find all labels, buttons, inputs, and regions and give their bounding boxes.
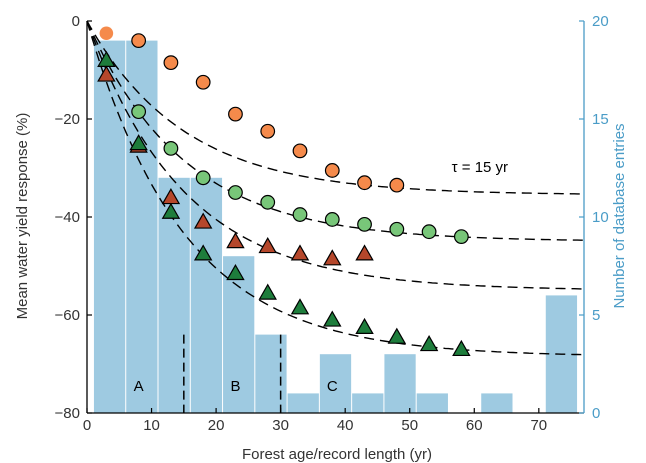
data-point-circle (324, 212, 340, 227)
histogram-bar (287, 393, 319, 413)
histogram-bar (126, 40, 158, 413)
data-point-circle (357, 175, 372, 191)
fit-annotation: τ = 15 yr (452, 159, 508, 176)
y-left-tick-label: −40 (55, 209, 80, 226)
data-point-triangle (97, 65, 116, 82)
y-right-tick-label: 5 (592, 307, 600, 324)
histogram-bar (481, 393, 513, 413)
histogram-bar (384, 354, 416, 413)
data-point-triangle (290, 244, 310, 261)
data-point-triangle (419, 334, 439, 352)
histogram-bar (416, 393, 448, 413)
data-point-circle (260, 123, 276, 139)
x-tick-label: 30 (272, 417, 289, 434)
y-axis-left-title: Mean water yield response (%) (14, 113, 31, 320)
x-tick-label: 70 (530, 417, 547, 434)
data-point-triangle (387, 327, 407, 344)
data-point-circle (421, 224, 437, 240)
x-tick-label: 40 (337, 417, 354, 434)
data-point-circle (324, 163, 340, 178)
data-point-triangle (226, 263, 245, 281)
fit-curve (86, 20, 584, 195)
data-point-triangle (323, 310, 342, 327)
histogram-bars (93, 40, 578, 413)
x-tick-label: 60 (466, 417, 483, 434)
histogram-bar (190, 177, 223, 413)
data-point-circle (163, 140, 179, 156)
histogram-bar (319, 354, 352, 413)
histogram-bar (352, 393, 384, 413)
data-point-triangle (258, 283, 277, 300)
data-point-circle (195, 74, 211, 90)
data-point-triangle (355, 244, 374, 261)
data-point-triangle (97, 50, 116, 67)
y-left-tick-label: −80 (55, 405, 80, 422)
data-point-circle (453, 229, 469, 245)
y-right-tick-label: 15 (592, 111, 609, 128)
y-left-tick-label: −20 (55, 111, 80, 128)
fit-curve (86, 20, 584, 290)
data-point-circle (260, 194, 276, 210)
y-right-tick-label: 20 (592, 13, 609, 30)
data-point-circle (292, 143, 308, 159)
data-point-triangle (323, 249, 342, 266)
histogram-bar (93, 40, 126, 413)
data-point-triangle (290, 298, 310, 315)
data-point-triangle (193, 212, 213, 229)
x-tick-label: 0 (83, 417, 91, 434)
region-labels: A B C (134, 378, 338, 395)
data-point-circle (163, 55, 179, 71)
x-tick-label: 50 (401, 417, 418, 434)
data-point-circle (357, 216, 372, 232)
region-label: C (327, 378, 338, 395)
data-point-triangle (193, 244, 213, 261)
x-tick-label: 20 (208, 417, 225, 434)
histogram-bar (223, 256, 255, 413)
region-label: B (230, 378, 240, 395)
x-tick-label: 10 (143, 417, 160, 434)
y-left-tick-label: −60 (55, 307, 80, 324)
region-label: A (134, 378, 144, 395)
y-left-tick-label: 0 (72, 13, 80, 30)
data-point-circle (389, 177, 405, 193)
x-axis-title: Forest age/record length (yr) (242, 446, 432, 463)
data-point-circle (228, 185, 243, 200)
data-point-circle (99, 26, 114, 41)
y-right-tick-label: 0 (592, 405, 600, 422)
data-point-circle (195, 170, 211, 186)
data-point-triangle (258, 236, 277, 254)
data-point-triangle (161, 202, 181, 219)
data-point-circle (131, 104, 147, 120)
data-point-triangle (129, 134, 148, 151)
data-point-circle (389, 221, 405, 237)
data-point-circle (228, 106, 243, 122)
data-point-circle (292, 207, 308, 222)
data-point-triangle (452, 339, 471, 357)
y-right-tick-label: 10 (592, 209, 609, 226)
data-markers (97, 26, 471, 357)
y-axis-right-title: Number of database entries (611, 123, 628, 308)
data-point-triangle (226, 232, 245, 249)
histogram-bar (255, 334, 287, 413)
data-point-circle (131, 33, 147, 48)
data-point-triangle (355, 317, 374, 334)
